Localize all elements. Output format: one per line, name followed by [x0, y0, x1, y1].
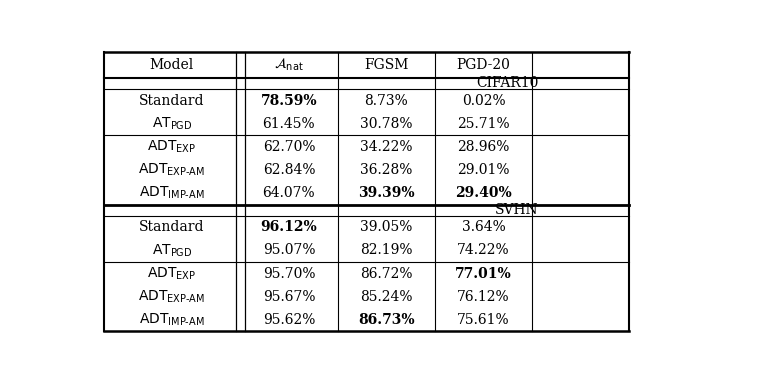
Text: 77.01%: 77.01%: [456, 266, 512, 281]
Text: 0.02%: 0.02%: [462, 94, 505, 108]
Text: PGD-20: PGD-20: [456, 58, 510, 72]
Text: Standard: Standard: [139, 220, 204, 234]
Text: 78.59%: 78.59%: [261, 94, 317, 108]
Text: 95.67%: 95.67%: [263, 290, 315, 304]
Text: 95.62%: 95.62%: [263, 313, 315, 327]
Text: 3.64%: 3.64%: [462, 220, 505, 234]
Text: $\mathrm{AT}_{\mathrm{PGD}}$: $\mathrm{AT}_{\mathrm{PGD}}$: [151, 116, 192, 132]
Text: $\mathrm{ADT}_{\mathrm{EXP}}$: $\mathrm{ADT}_{\mathrm{EXP}}$: [147, 139, 197, 155]
Text: $\mathrm{AT}_{\mathrm{PGD}}$: $\mathrm{AT}_{\mathrm{PGD}}$: [151, 242, 192, 259]
Text: 61.45%: 61.45%: [263, 117, 315, 131]
Text: 34.22%: 34.22%: [360, 140, 413, 154]
Text: 62.84%: 62.84%: [263, 163, 315, 177]
Text: SVHN: SVHN: [495, 203, 538, 217]
Text: 39.05%: 39.05%: [360, 220, 413, 234]
Text: 96.12%: 96.12%: [261, 220, 317, 234]
Text: 64.07%: 64.07%: [263, 186, 315, 200]
Text: FGSM: FGSM: [364, 58, 409, 72]
Text: 39.39%: 39.39%: [358, 186, 414, 200]
Text: Model: Model: [150, 58, 194, 72]
Text: 30.78%: 30.78%: [360, 117, 413, 131]
Text: 29.40%: 29.40%: [456, 186, 512, 200]
Text: 8.73%: 8.73%: [364, 94, 408, 108]
Text: 29.01%: 29.01%: [457, 163, 510, 177]
Text: 86.73%: 86.73%: [358, 313, 414, 327]
Text: 62.70%: 62.70%: [263, 140, 315, 154]
Text: 82.19%: 82.19%: [360, 243, 413, 258]
Text: $\mathcal{A}_{\mathrm{nat}}$: $\mathcal{A}_{\mathrm{nat}}$: [274, 57, 303, 73]
Text: 76.12%: 76.12%: [457, 290, 510, 304]
Text: 28.96%: 28.96%: [457, 140, 509, 154]
Text: $\mathrm{ADT}_{\mathrm{EXP\text{-}AM}}$: $\mathrm{ADT}_{\mathrm{EXP\text{-}AM}}$: [138, 162, 205, 178]
Text: $\mathrm{ADT}_{\mathrm{EXP\text{-}AM}}$: $\mathrm{ADT}_{\mathrm{EXP\text{-}AM}}$: [138, 288, 205, 305]
Text: 85.24%: 85.24%: [360, 290, 413, 304]
Text: Standard: Standard: [139, 94, 204, 108]
Text: 86.72%: 86.72%: [360, 266, 413, 281]
Text: $\mathrm{ADT}_{\mathrm{EXP}}$: $\mathrm{ADT}_{\mathrm{EXP}}$: [147, 265, 197, 282]
Text: 75.61%: 75.61%: [457, 313, 510, 327]
Text: 25.71%: 25.71%: [457, 117, 510, 131]
Text: $\mathrm{ADT}_{\mathrm{IMP\text{-}AM}}$: $\mathrm{ADT}_{\mathrm{IMP\text{-}AM}}$: [139, 311, 204, 328]
Text: 36.28%: 36.28%: [360, 163, 413, 177]
Text: CIFAR10: CIFAR10: [476, 76, 538, 90]
Text: 95.70%: 95.70%: [263, 266, 315, 281]
Text: $\mathrm{ADT}_{\mathrm{IMP\text{-}AM}}$: $\mathrm{ADT}_{\mathrm{IMP\text{-}AM}}$: [139, 185, 204, 201]
Text: 95.07%: 95.07%: [263, 243, 315, 258]
Text: 74.22%: 74.22%: [457, 243, 510, 258]
